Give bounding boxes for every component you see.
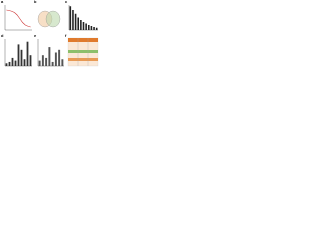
bar [87, 25, 90, 30]
bar [80, 20, 82, 30]
panel-label: c [65, 0, 68, 4]
panel-label: e [34, 33, 37, 38]
table [67, 37, 99, 67]
bar [85, 23, 87, 30]
bar [8, 61, 11, 66]
bar [51, 61, 54, 66]
table-header [68, 38, 98, 42]
panel-label: a [1, 0, 4, 4]
bar [41, 55, 44, 66]
panel-label: f [65, 33, 67, 38]
bar [95, 27, 98, 30]
bar [17, 44, 20, 66]
figure: a b c d e f [1, 0, 99, 67]
panel-label: d [1, 33, 4, 38]
bar [48, 47, 51, 66]
bar [82, 22, 85, 30]
bar [14, 60, 17, 66]
bar [93, 27, 95, 30]
bar [26, 41, 29, 66]
bar [61, 59, 64, 66]
bar [11, 57, 14, 66]
bar [23, 59, 26, 66]
venn-circle [45, 10, 61, 28]
bar [90, 26, 93, 30]
bar [69, 6, 72, 30]
bar [74, 13, 77, 30]
bar [58, 49, 61, 66]
panel-label: b [34, 0, 37, 4]
venn [37, 10, 61, 28]
bar [5, 63, 8, 66]
table-row [68, 50, 98, 53]
bar [45, 57, 48, 66]
bar [54, 52, 57, 66]
bar [38, 60, 41, 66]
page: {"panels":[ {"label":"a","type":"line","… [0, 0, 320, 68]
bar [72, 10, 74, 30]
bar [29, 55, 32, 66]
bar [20, 49, 23, 66]
table-row [68, 58, 98, 61]
line [6, 9, 31, 28]
bar [77, 17, 80, 30]
